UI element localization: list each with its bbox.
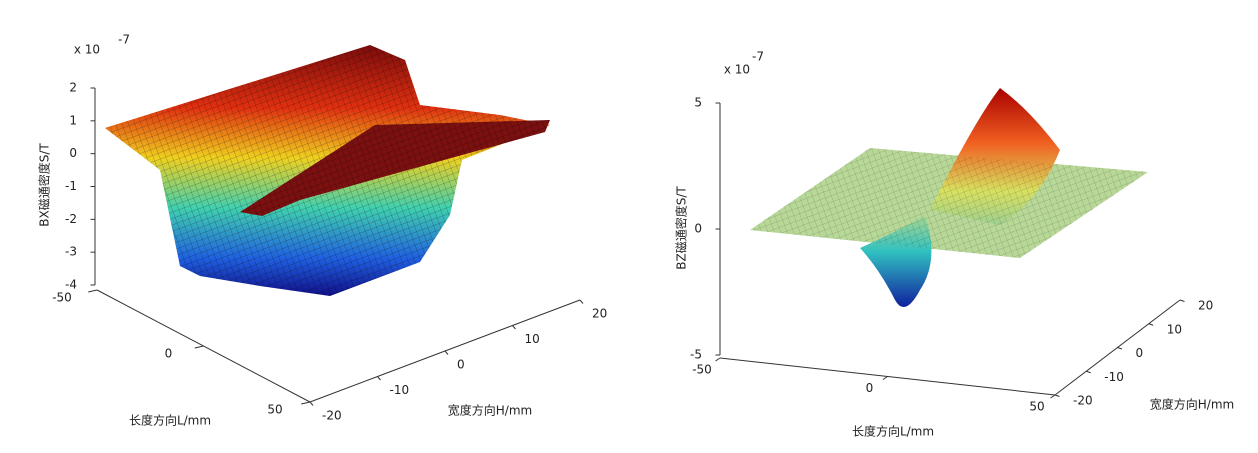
y-tick [1054, 394, 1060, 397]
surface-1 [105, 45, 550, 296]
z-tick-label: -3 [65, 245, 77, 259]
y-tick-label: -20 [322, 409, 342, 423]
y-tick [309, 401, 314, 406]
x-tick-label: 0 [866, 381, 874, 395]
exponent: -7 [118, 33, 130, 47]
z-axis-label: BX磁通密度S/T [37, 143, 52, 227]
y-tick [512, 325, 516, 330]
z-tick-label: -2 [65, 212, 77, 226]
z-tick-label: 1 [69, 113, 77, 127]
y-tick [1148, 323, 1154, 326]
z-tick-label: -1 [65, 179, 77, 193]
y-tick [579, 299, 584, 304]
x-tick-label: 50 [267, 403, 282, 417]
y-tick-label: -10 [1104, 370, 1124, 384]
x-tick [301, 401, 311, 405]
surface-2 [750, 88, 1148, 308]
y-tick-label: 0 [1136, 346, 1144, 360]
y-tick-label: 10 [1167, 322, 1182, 336]
x-tick [1050, 394, 1056, 399]
x-tick [882, 376, 888, 380]
x-axis-label: 长度方向L/mm [129, 413, 211, 428]
z-tick-label: 0 [69, 146, 77, 160]
y-tick [377, 376, 381, 381]
x-tick-label: 0 [165, 347, 173, 361]
x-tick [715, 357, 721, 362]
exponent-base: x 10 [74, 43, 100, 57]
y-axis-label: 宽度方向H/mm [448, 403, 532, 418]
x-tick-label: 50 [1029, 400, 1044, 414]
exponent-base: x 10 [724, 63, 750, 77]
z-tick-label: 5 [694, 96, 702, 110]
x-axis-label: 长度方向L/mm [852, 424, 934, 439]
z-tick-label: 0 [694, 222, 702, 236]
z-tick-label: -5 [690, 348, 702, 362]
y-tick-label: -10 [390, 383, 410, 397]
y-tick-label: 20 [1198, 299, 1213, 313]
y-tick-label: 10 [525, 332, 540, 346]
y-tick-label: 0 [457, 358, 465, 372]
x-tick [194, 345, 204, 349]
z-tick-label: -4 [65, 278, 77, 292]
y-tick-label: -20 [1073, 394, 1093, 408]
y-tick [1179, 299, 1185, 302]
z-axis-label: BZ磁通密度S/T [674, 186, 689, 270]
x-tick-label: -50 [692, 363, 712, 377]
x-tick [88, 289, 98, 293]
z-tick-label: 2 [69, 81, 77, 95]
y-axis-label: 宽度方向H/mm [1150, 397, 1234, 412]
y-tick-label: 20 [592, 307, 607, 321]
x-tick-label: -50 [52, 291, 72, 305]
y-tick [1117, 347, 1123, 350]
y-tick [1086, 370, 1091, 374]
exponent: -7 [752, 50, 764, 64]
y-tick [444, 350, 449, 355]
